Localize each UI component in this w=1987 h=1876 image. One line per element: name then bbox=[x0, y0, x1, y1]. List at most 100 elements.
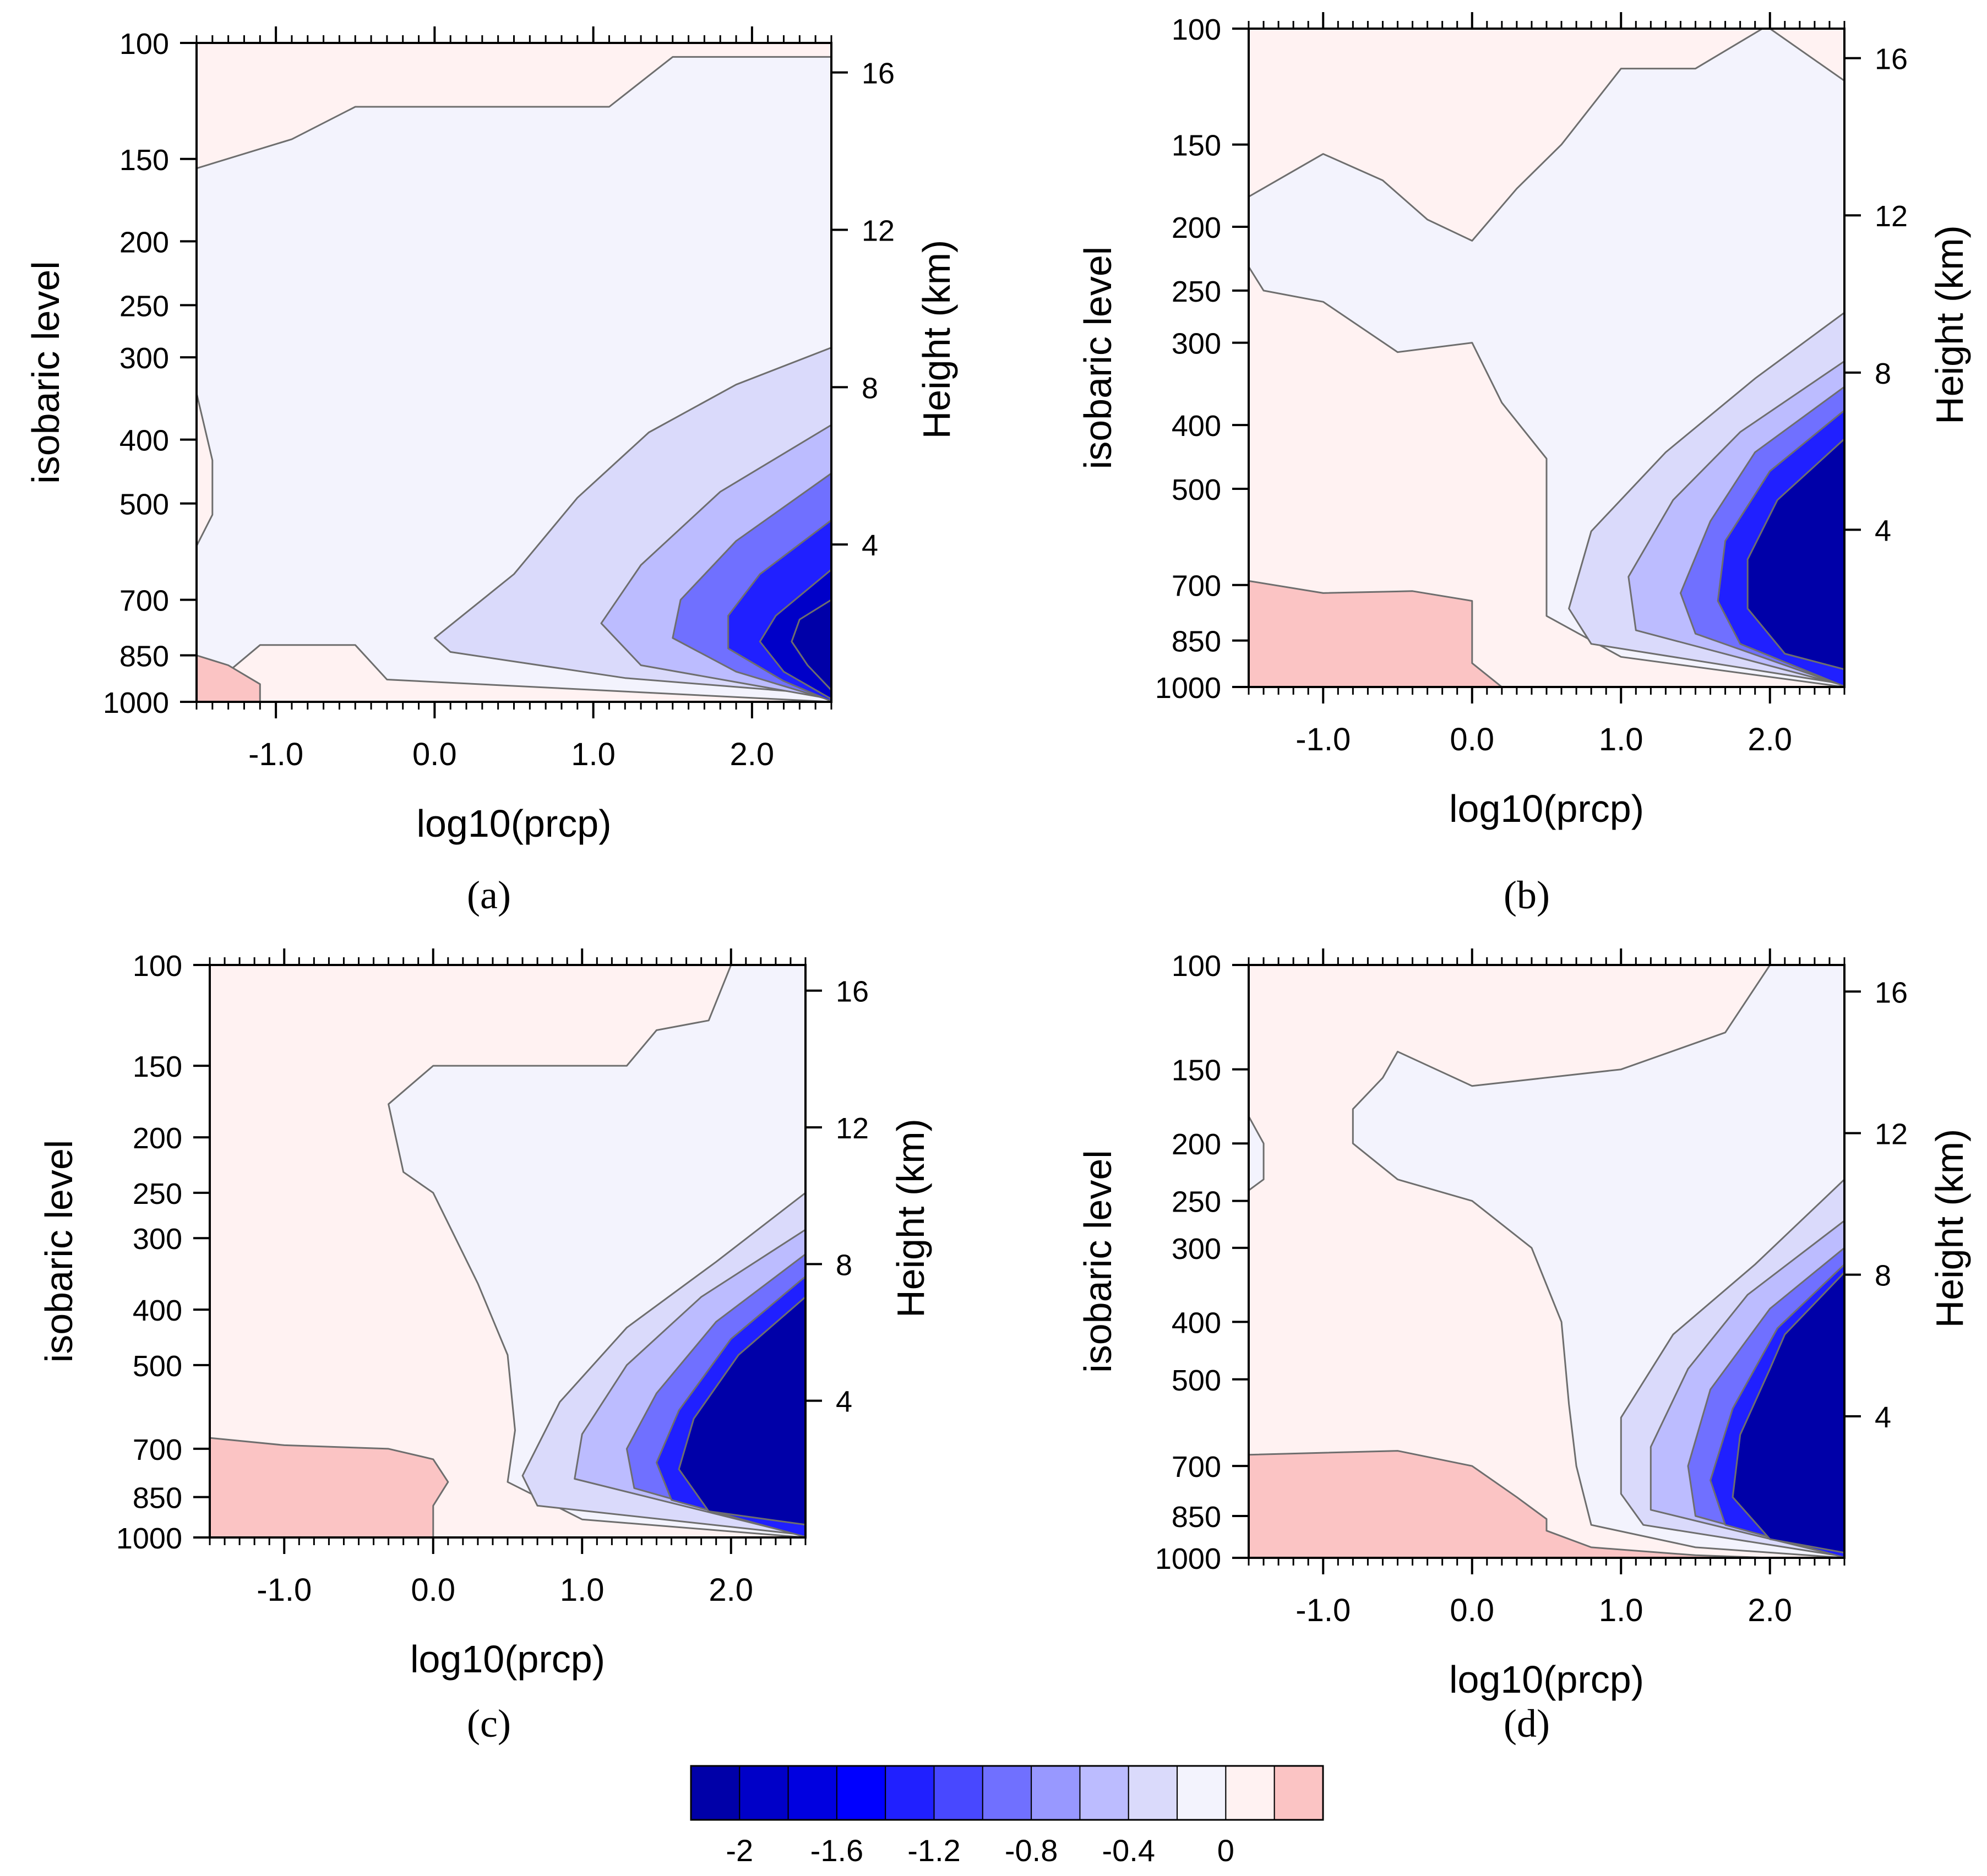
y-tick-label: 200 bbox=[133, 1122, 182, 1155]
x-tick-label: 0.0 bbox=[1450, 1593, 1494, 1628]
y-tick-label: 250 bbox=[1172, 1186, 1221, 1219]
colorbar-swatch bbox=[1079, 1765, 1129, 1820]
x-tick-label: 2.0 bbox=[709, 1572, 753, 1608]
x-axis-label: log10(prcp) bbox=[1449, 787, 1644, 830]
y-tick-label: 850 bbox=[1172, 625, 1221, 658]
y2-axis-label: Height (km) bbox=[889, 1119, 932, 1318]
colorbar-swatch bbox=[739, 1765, 789, 1820]
contour-fills bbox=[210, 965, 805, 1537]
colorbar-tick-label: -1.6 bbox=[810, 1833, 864, 1868]
contour-fills bbox=[1249, 29, 1844, 687]
y-tick-label: 400 bbox=[119, 424, 169, 457]
y-tick-label: 700 bbox=[1172, 570, 1221, 603]
y-tick-label: 150 bbox=[119, 144, 169, 177]
y2-tick-label: 12 bbox=[1875, 1117, 1908, 1150]
y2-tick-label: 16 bbox=[1875, 976, 1908, 1009]
x-axis-label: log10(prcp) bbox=[416, 802, 611, 845]
x-tick-label: 0.0 bbox=[411, 1572, 455, 1608]
y-tick-label: 300 bbox=[1172, 328, 1221, 361]
contour-region bbox=[1249, 580, 1503, 687]
y-tick-label: 150 bbox=[1172, 129, 1221, 162]
y2-tick-label: 12 bbox=[836, 1112, 869, 1145]
colorbar-swatch bbox=[1177, 1765, 1227, 1820]
contour-region bbox=[1249, 29, 1844, 82]
y2-tick-label: 12 bbox=[1875, 200, 1908, 233]
y-tick-label: 850 bbox=[133, 1482, 182, 1515]
y-axis-label: isobaric level bbox=[37, 1140, 80, 1363]
colorbar-frame bbox=[690, 1765, 1324, 1821]
y2-tick-label: 4 bbox=[1875, 514, 1891, 547]
y-tick-label: 500 bbox=[119, 488, 169, 521]
panel-3: -1.0 0.0 1.0 2.0 100 150 200 250 300 400 500 700 850… bbox=[37, 948, 932, 1746]
y-tick-label: 100 bbox=[1172, 13, 1221, 46]
x-tick-label: 1.0 bbox=[571, 737, 616, 772]
y-tick-label: 1000 bbox=[1155, 1542, 1221, 1575]
x-tick-label: -1.0 bbox=[248, 737, 303, 772]
contour-region bbox=[1249, 266, 1844, 687]
colorbar-swatch bbox=[1225, 1765, 1275, 1820]
colorbar-tick-label: -0.4 bbox=[1102, 1833, 1156, 1868]
x-tick-label: -1.0 bbox=[1295, 722, 1351, 757]
panel-caption: (a) bbox=[467, 873, 511, 917]
x-tick-label: -1.0 bbox=[1295, 1593, 1351, 1628]
y-tick-label: 500 bbox=[1172, 1364, 1221, 1397]
y2-axis-label: Height (km) bbox=[1928, 1129, 1971, 1328]
contour-region bbox=[197, 655, 261, 702]
y-tick-label: 1000 bbox=[116, 1522, 182, 1555]
y-tick-label: 300 bbox=[133, 1223, 182, 1256]
colorbar-swatch bbox=[690, 1765, 741, 1820]
y2-tick-label: 8 bbox=[1875, 1259, 1891, 1293]
y-tick-label: 700 bbox=[133, 1433, 182, 1466]
y-tick-label: 850 bbox=[119, 640, 169, 673]
y-tick-label: 250 bbox=[119, 290, 169, 323]
panel-caption: (c) bbox=[467, 1702, 511, 1746]
contour-region bbox=[1732, 1271, 1844, 1554]
contour-fills bbox=[1249, 965, 1844, 1558]
y2-tick-label: 4 bbox=[862, 529, 878, 562]
y-axis-label: isobaric level bbox=[1076, 247, 1119, 470]
y-tick-label: 850 bbox=[1172, 1501, 1221, 1534]
panel-caption: (b) bbox=[1504, 873, 1550, 917]
contour-region bbox=[197, 43, 831, 170]
x-axis-label: log10(prcp) bbox=[1449, 1658, 1644, 1701]
contour-region bbox=[1746, 438, 1844, 670]
y-tick-label: 300 bbox=[1172, 1233, 1221, 1266]
contour-region bbox=[197, 644, 831, 702]
x-tick-label: 0.0 bbox=[412, 737, 457, 772]
x-tick-label: 2.0 bbox=[1748, 722, 1792, 757]
y-tick-label: 700 bbox=[1172, 1450, 1221, 1484]
contour-region bbox=[1249, 1115, 1265, 1191]
contour-region bbox=[210, 965, 805, 1537]
y2-tick-label: 8 bbox=[1875, 357, 1891, 390]
y-tick-label: 300 bbox=[119, 342, 169, 375]
panel-4: -1.0 0.0 1.0 2.0 100 150 200 250 300 400 500 700 850… bbox=[1076, 948, 1971, 1746]
y2-tick-label: 8 bbox=[836, 1248, 852, 1281]
x-tick-label: 0.0 bbox=[1450, 722, 1494, 757]
contour-region bbox=[791, 599, 831, 691]
y2-tick-label: 16 bbox=[836, 975, 869, 1008]
x-axis-label: log10(prcp) bbox=[410, 1638, 605, 1681]
y-tick-label: 400 bbox=[133, 1294, 182, 1327]
y-tick-label: 1000 bbox=[1155, 672, 1221, 705]
x-tick-label: -1.0 bbox=[257, 1572, 312, 1608]
colorbar-swatch bbox=[1128, 1765, 1178, 1820]
y2-tick-label: 16 bbox=[862, 57, 895, 90]
contour-fills bbox=[197, 43, 831, 702]
panel-caption: (d) bbox=[1504, 1702, 1550, 1746]
colorbar-tick-label: -1.2 bbox=[907, 1833, 961, 1868]
colorbar-swatch bbox=[787, 1765, 837, 1820]
y-tick-label: 400 bbox=[1172, 1306, 1221, 1339]
y-tick-label: 700 bbox=[119, 585, 169, 618]
contour-region bbox=[1249, 29, 1763, 242]
y2-tick-label: 4 bbox=[836, 1386, 852, 1419]
y-tick-label: 200 bbox=[119, 226, 169, 259]
panels: -1.0 0.0 1.0 2.0100150200250300400500700850… bbox=[24, 12, 1971, 1746]
x-tick-label: 1.0 bbox=[1599, 1593, 1643, 1628]
colorbar-swatch bbox=[1031, 1765, 1081, 1820]
y2-tick-label: 4 bbox=[1875, 1401, 1891, 1434]
y-tick-label: 150 bbox=[133, 1050, 182, 1083]
y2-axis-label: Height (km) bbox=[1928, 225, 1971, 424]
y-axis-label: isobaric level bbox=[1076, 1150, 1119, 1373]
contour-region bbox=[678, 1296, 805, 1526]
